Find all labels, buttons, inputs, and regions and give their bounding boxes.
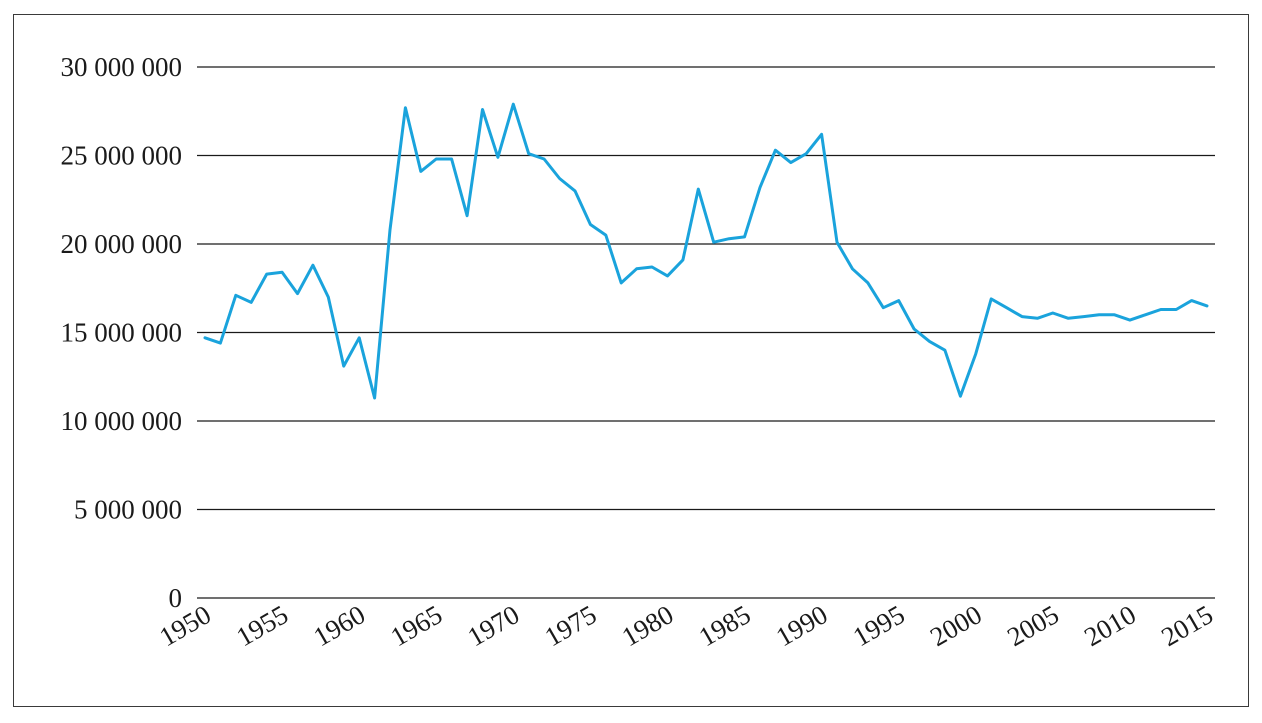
y-axis-tick-labels: 0 5 000 000 10 000 000 15 000 000 20 000 000…	[61, 52, 183, 613]
y-tick-label: 30 000 000	[61, 52, 183, 82]
y-tick-label: 20 000 000	[61, 229, 183, 259]
x-tick-label: 1995	[848, 599, 910, 652]
x-tick-label: 1980	[617, 599, 679, 652]
y-tick-label: 0	[169, 583, 183, 613]
x-tick-label: 1970	[463, 599, 525, 652]
x-tick-label: 1985	[694, 599, 756, 652]
y-tick-label: 10 000 000	[61, 406, 183, 436]
x-tick-label: 1955	[231, 599, 293, 652]
x-tick-label: 2005	[1002, 599, 1064, 652]
x-tick-label: 1950	[154, 599, 216, 652]
data-points	[204, 104, 1208, 399]
y-tick-label: 5 000 000	[74, 495, 182, 525]
x-tick-label: 1990	[771, 599, 833, 652]
y-tick-label: 15 000 000	[61, 318, 183, 348]
x-tick-label: 1965	[385, 599, 447, 652]
x-tick-label: 2000	[925, 599, 987, 652]
x-tick-label: 1960	[308, 599, 370, 652]
x-tick-label: 2015	[1156, 599, 1218, 652]
x-tick-label: 2010	[1079, 599, 1141, 652]
x-axis-tick-labels: 1950 1955 1960 1965 1970 1975 1980 1985 1990 1995…	[154, 599, 1218, 652]
series-line	[203, 102, 1209, 400]
chart-frame	[13, 14, 1249, 707]
x-tick-label: 1975	[540, 599, 602, 652]
y-tick-label: 25 000 000	[61, 141, 183, 171]
gridlines	[197, 66, 1215, 599]
